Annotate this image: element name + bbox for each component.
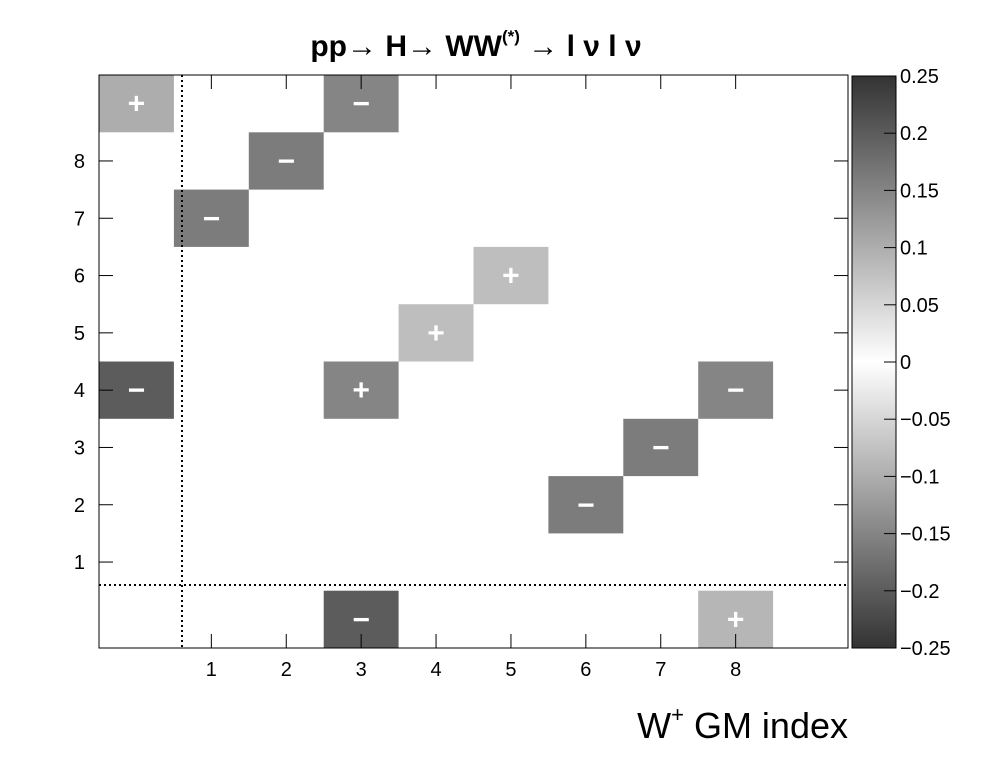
x-axis-label: W+ GM index	[637, 702, 848, 746]
colorbar-tick-label: −0.2	[900, 581, 939, 603]
cell-sign-label: −	[652, 431, 670, 464]
title-arrow-3: →	[520, 30, 558, 63]
y-tick-label: 6	[74, 266, 85, 288]
heatmap-cell	[398, 304, 474, 362]
x-label-sup: +	[671, 702, 684, 727]
cell-sign-label: −	[203, 202, 221, 235]
cell-sign-label: +	[352, 374, 370, 407]
x-tick-label: 4	[430, 659, 441, 681]
colorbar-tick-label: −0.15	[900, 524, 951, 546]
heatmap-cell	[698, 361, 774, 419]
y-tick-label: 7	[74, 208, 85, 230]
heatmap-cell	[248, 132, 324, 190]
title-part-pp: pp	[310, 30, 347, 63]
colorbar-tick-label: −0.05	[900, 409, 951, 431]
title-arrow-2: →	[407, 30, 437, 63]
heatmap-cell	[323, 361, 399, 419]
x-tick-label: 8	[730, 659, 741, 681]
heatmap-cell	[548, 476, 624, 534]
title-sup: (*)	[502, 27, 520, 46]
y-tick-label: 4	[74, 380, 85, 402]
y-tick-label: 8	[74, 151, 85, 173]
title-part-ww: WW	[437, 30, 503, 63]
colorbar-tick-label: 0.05	[900, 295, 939, 317]
y-tick-label: 1	[74, 552, 85, 574]
colorbar-tick-label: 0	[900, 352, 911, 374]
cell-sign-label: +	[727, 603, 745, 636]
x-tick-label: 7	[655, 659, 666, 681]
y-tick-label: 2	[74, 495, 85, 517]
x-tick-label: 2	[281, 659, 292, 681]
cell-sign-label: +	[427, 317, 445, 350]
plot-frame	[98, 74, 849, 649]
heatmap-cell	[99, 75, 174, 133]
colorbar-tick-label: 0.1	[900, 238, 928, 260]
heatmap-cell	[173, 189, 249, 247]
cell-sign-label: −	[352, 88, 370, 121]
colorbar-tick-label: 0.2	[900, 123, 928, 145]
colorbar-tick-label: 0.15	[900, 180, 939, 202]
y-tick-label: 3	[74, 437, 85, 459]
cell-sign-label: −	[128, 374, 146, 407]
colorbar-tick-label: 0.25	[900, 66, 939, 88]
cell-sign-label: −	[727, 374, 745, 407]
x-label-rest: GM index	[684, 705, 848, 746]
cell-sign-label: +	[502, 260, 520, 293]
x-label-base: W	[637, 705, 671, 746]
axis-ticks: 1 2 3 4 5 6 7 8 1 2 3 4 5 6 7 8	[74, 75, 848, 681]
cell-sign-label: −	[277, 145, 295, 178]
colorbar-tick-label: −0.25	[900, 638, 951, 660]
title-part-lnulnu: l ν l ν	[558, 30, 641, 63]
title-arrow-1: →	[347, 30, 377, 63]
cell-sign-label: −	[352, 603, 370, 636]
colorbar-ticks: 0.25 0.2 0.15 0.1 0.05 0 −0.05 −0.1 −0.15 −0.2 −0.…	[884, 66, 951, 660]
x-tick-label: 5	[505, 659, 516, 681]
chart-title: pp→ H→ WW(*) → l ν l ν	[310, 27, 641, 63]
title-part-h: H	[377, 30, 407, 63]
x-tick-label: 3	[356, 659, 367, 681]
x-tick-label: 6	[580, 659, 591, 681]
x-tick-label: 1	[206, 659, 217, 681]
cell-sign-label: −	[577, 489, 595, 522]
heatmap-cell	[623, 418, 699, 477]
heatmap-cell	[473, 246, 549, 305]
cell-sign-label: +	[128, 88, 146, 121]
heatmap-cells: + − − − + + − + − − − − +	[99, 75, 774, 648]
y-tick-label: 5	[74, 323, 85, 345]
colorbar-tick-label: −0.1	[900, 466, 939, 488]
